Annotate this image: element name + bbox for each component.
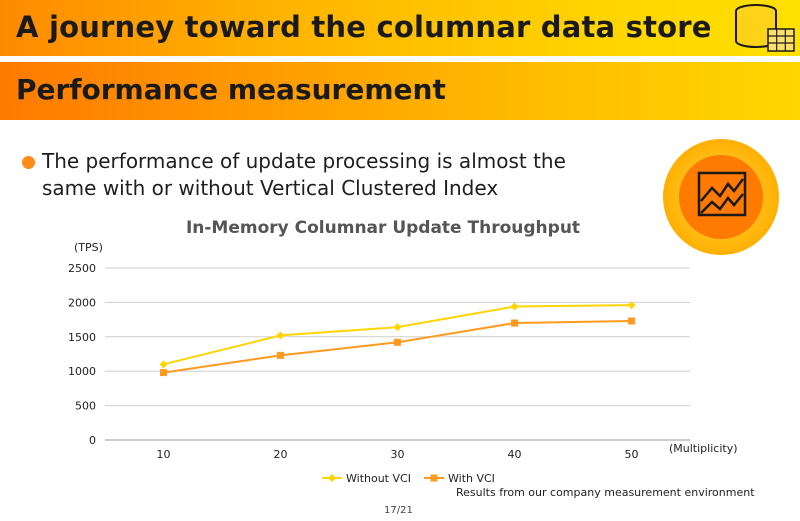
data-point xyxy=(627,301,636,310)
x-tick-label: 50 xyxy=(625,448,639,461)
line-chart-icon xyxy=(663,139,779,255)
x-tick-label: 20 xyxy=(274,448,288,461)
legend-label: With VCI xyxy=(448,472,495,485)
y-axis-label: (TPS) xyxy=(74,241,103,254)
database-table-icon xyxy=(735,4,795,52)
bullet-icon xyxy=(22,156,35,169)
chart-legend: Without VCI With VCI xyxy=(322,472,495,485)
y-tick-label: 2500 xyxy=(68,262,96,275)
y-tick-label: 1500 xyxy=(68,331,96,344)
footnote: Results from our company measurement env… xyxy=(456,486,755,499)
data-point xyxy=(628,317,635,325)
x-tick-label: 10 xyxy=(157,448,171,461)
y-axis: 0 500 1000 1500 2000 2500 xyxy=(68,262,96,447)
data-point xyxy=(394,338,401,346)
legend-marker xyxy=(430,474,438,482)
data-point xyxy=(510,302,519,311)
data-point xyxy=(276,331,285,340)
y-tick-label: 0 xyxy=(89,434,96,447)
data-point xyxy=(277,351,284,359)
x-axis: 10 20 30 40 50 xyxy=(157,448,639,461)
subtitle-bar: Performance measurement xyxy=(0,62,800,120)
data-point xyxy=(159,360,168,369)
chart-grid xyxy=(105,267,690,441)
section-title: Performance measurement xyxy=(16,73,446,106)
data-point xyxy=(160,369,167,377)
bullet-text: The performance of update processing is … xyxy=(42,149,566,200)
title-bar: A journey toward the columnar data store xyxy=(0,0,800,56)
page-title: A journey toward the columnar data store xyxy=(16,10,712,44)
data-point xyxy=(393,323,402,332)
legend-label: Without VCI xyxy=(346,472,411,485)
x-tick-label: 40 xyxy=(508,448,522,461)
y-tick-label: 2000 xyxy=(68,296,96,309)
x-axis-label: (Multiplicity) xyxy=(669,442,738,455)
data-point xyxy=(511,319,518,327)
series-line xyxy=(163,304,632,366)
y-tick-label: 1000 xyxy=(68,365,96,378)
y-tick-label: 500 xyxy=(75,400,96,413)
legend-marker xyxy=(328,474,336,482)
x-tick-label: 30 xyxy=(391,448,405,461)
separator xyxy=(0,56,800,62)
chart-series xyxy=(159,301,636,377)
page-number: 17/21 xyxy=(384,505,413,516)
chart-title: In-Memory Columnar Update Throughput xyxy=(185,218,581,238)
